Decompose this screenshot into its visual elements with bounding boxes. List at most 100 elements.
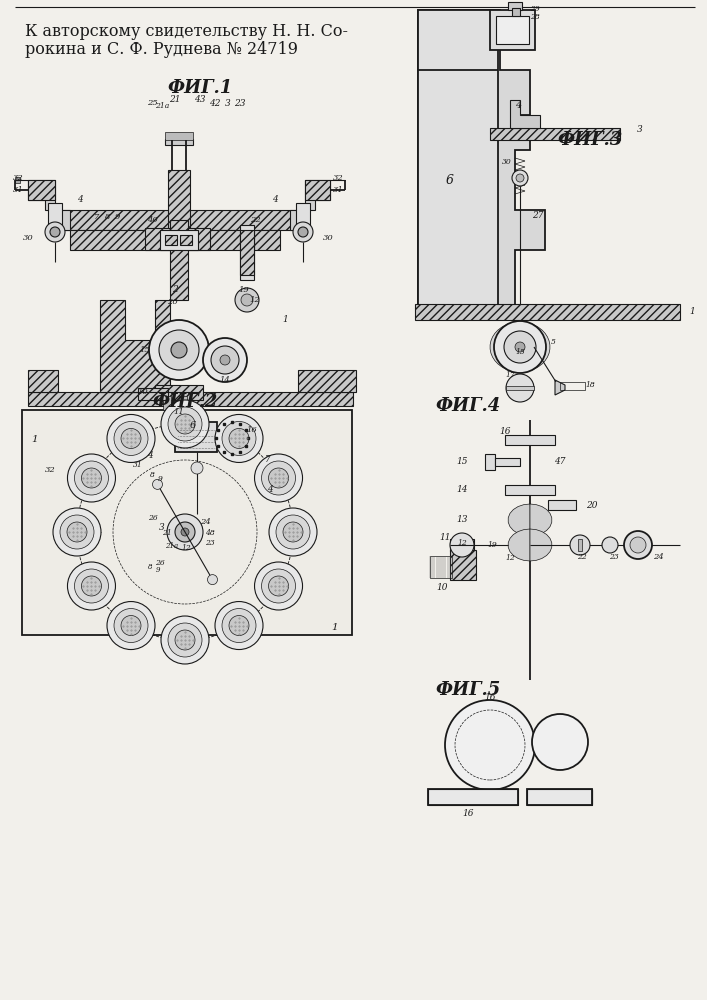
Text: 8: 8 (105, 213, 111, 221)
Circle shape (114, 609, 148, 643)
Text: 8: 8 (150, 471, 154, 479)
Text: 47: 47 (554, 458, 566, 466)
Circle shape (181, 528, 189, 536)
Circle shape (516, 174, 524, 182)
Text: 28: 28 (530, 13, 540, 21)
Text: 3: 3 (159, 522, 165, 532)
Bar (165, 139, 193, 145)
Circle shape (602, 537, 618, 553)
Text: 4: 4 (147, 450, 153, 460)
Circle shape (241, 294, 253, 306)
Bar (170, 220, 188, 300)
Text: ФИГ.1: ФИГ.1 (168, 79, 233, 97)
Polygon shape (510, 100, 540, 128)
Text: 4: 4 (515, 101, 521, 109)
Bar (168, 170, 190, 230)
Text: 30: 30 (502, 158, 512, 166)
Circle shape (269, 468, 288, 488)
Text: 25: 25 (146, 99, 158, 107)
Circle shape (255, 454, 303, 502)
Text: 12: 12 (181, 544, 191, 552)
Text: 21: 21 (162, 529, 172, 537)
Polygon shape (530, 504, 551, 536)
Circle shape (216, 422, 248, 454)
Circle shape (506, 374, 534, 402)
Circle shape (512, 170, 528, 186)
Polygon shape (290, 180, 330, 230)
Text: 9: 9 (115, 213, 119, 221)
Text: 6: 6 (190, 420, 196, 430)
Bar (508, 2, 522, 10)
Circle shape (255, 562, 303, 610)
Text: 23: 23 (234, 99, 246, 107)
Text: 1: 1 (332, 624, 339, 633)
Bar (560, 382, 585, 390)
Bar (48, 203, 62, 225)
Circle shape (262, 569, 296, 603)
Circle shape (161, 616, 209, 664)
Polygon shape (490, 322, 520, 372)
Text: 16: 16 (499, 428, 510, 436)
Bar (165, 132, 193, 140)
Polygon shape (555, 380, 565, 395)
Bar (28, 370, 58, 392)
Circle shape (283, 522, 303, 542)
Circle shape (153, 479, 163, 489)
Circle shape (222, 421, 256, 455)
Bar (180, 235, 192, 245)
Text: 15: 15 (139, 346, 151, 354)
Circle shape (570, 535, 590, 555)
Text: 19: 19 (239, 286, 250, 294)
Text: 15: 15 (456, 458, 468, 466)
Text: 29: 29 (530, 5, 540, 13)
Circle shape (175, 630, 195, 650)
Text: 2: 2 (172, 286, 178, 294)
Circle shape (298, 227, 308, 237)
Bar (163, 396, 171, 410)
Bar (548, 500, 576, 510)
Circle shape (121, 428, 141, 448)
Circle shape (53, 508, 101, 556)
Text: 11: 11 (439, 532, 451, 542)
Circle shape (50, 227, 60, 237)
Bar (15, 177, 20, 183)
Circle shape (211, 346, 239, 374)
Bar (418, 10, 498, 320)
Bar (485, 454, 495, 470)
Text: ФИГ.5: ФИГ.5 (436, 681, 501, 699)
Text: 7: 7 (265, 456, 271, 464)
Text: 10: 10 (436, 582, 448, 591)
Bar (490, 128, 620, 140)
Circle shape (74, 461, 108, 495)
Bar (165, 235, 177, 245)
Text: 6: 6 (446, 174, 454, 186)
Text: К авторскому свидетельству Н. Н. Со-: К авторскому свидетельству Н. Н. Со- (25, 23, 348, 40)
Bar (22, 410, 352, 635)
Text: 21a: 21a (155, 102, 169, 110)
Circle shape (168, 623, 202, 657)
Text: 21: 21 (169, 96, 181, 104)
Text: 32: 32 (332, 174, 344, 182)
Text: 1: 1 (689, 308, 695, 316)
Text: ФИГ.2: ФИГ.2 (153, 393, 218, 411)
Text: 1: 1 (282, 316, 288, 324)
Text: 9: 9 (156, 566, 160, 574)
Bar (505, 435, 555, 445)
Bar (527, 789, 592, 805)
Circle shape (262, 461, 296, 495)
Bar (512, 8, 520, 16)
Circle shape (532, 714, 588, 770)
Text: 12: 12 (457, 539, 467, 547)
Text: 18: 18 (585, 381, 595, 389)
Circle shape (45, 222, 65, 242)
Text: 22: 22 (577, 553, 587, 561)
Text: 12: 12 (505, 554, 515, 562)
Text: 14: 14 (456, 486, 468, 494)
Text: 26: 26 (148, 514, 158, 522)
Bar (240, 230, 254, 275)
Bar (155, 385, 203, 400)
Bar (296, 203, 310, 225)
Text: 42: 42 (209, 99, 221, 107)
Polygon shape (520, 322, 550, 372)
Bar (179, 396, 187, 410)
